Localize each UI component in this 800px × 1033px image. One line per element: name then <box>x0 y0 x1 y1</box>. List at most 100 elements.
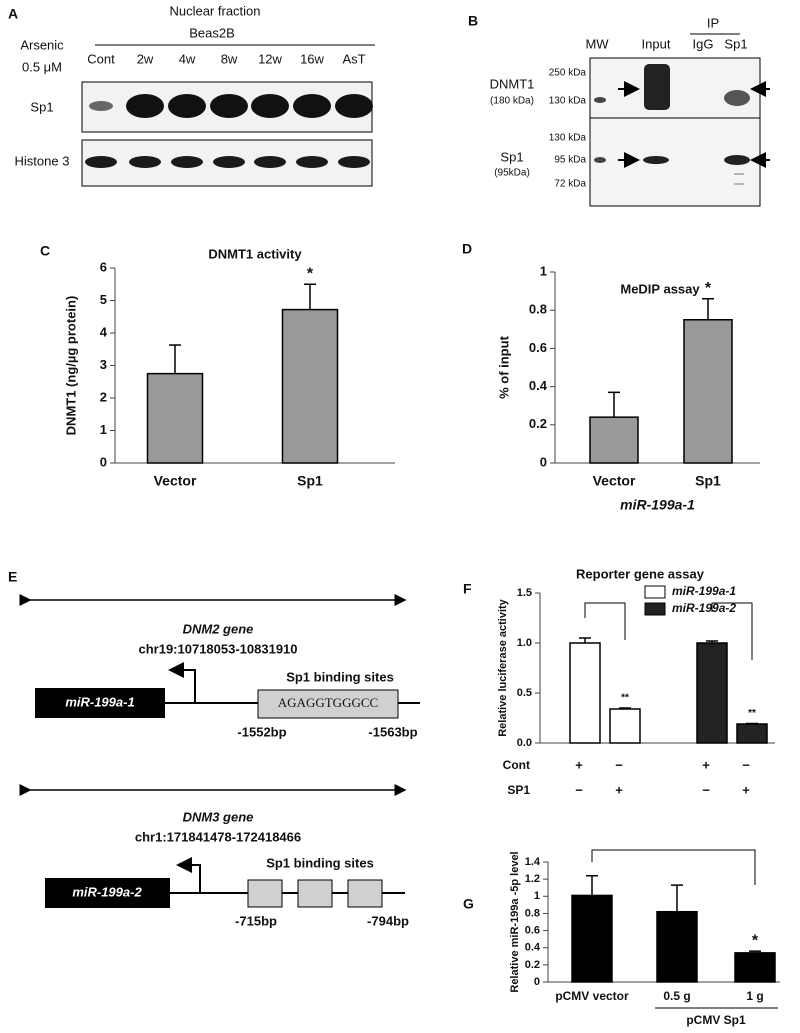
bar <box>683 319 733 464</box>
lane-label: Input <box>642 36 671 51</box>
panel-letter: D <box>462 241 472 257</box>
condition-name: SP1 <box>507 783 530 797</box>
lane-label: IgG <box>693 36 714 51</box>
y-tick-label: 0.6 <box>525 924 540 936</box>
protein-label: Sp1 <box>500 149 523 164</box>
y-tick-label: 1 <box>540 263 547 278</box>
mirna-label: miR-199a-2 <box>72 884 142 899</box>
blot-box <box>589 57 761 119</box>
y-tick-label: 0 <box>540 454 547 469</box>
position-label: -1563bp <box>368 724 417 739</box>
y-tick-label: 1.0 <box>517 637 532 649</box>
site-box <box>257 689 399 719</box>
y-tick-label: 2 <box>100 389 107 404</box>
bar <box>736 723 768 744</box>
significance: * <box>752 932 759 949</box>
band <box>724 155 750 165</box>
panel-letter: F <box>463 581 472 597</box>
band <box>126 94 164 118</box>
condition-mark: − <box>742 757 750 772</box>
band <box>85 156 117 168</box>
y-tick-label: 0.2 <box>529 416 547 431</box>
y-tick-label: 1.5 <box>517 587 532 599</box>
locus: chr19:10718053-10831910 <box>138 641 297 656</box>
condition-name: Cont <box>503 758 530 772</box>
band <box>129 156 161 168</box>
y-axis-label: % of input <box>496 335 511 398</box>
panel-letter: A <box>8 6 18 22</box>
panel-letter: E <box>8 569 17 585</box>
row-label: Histone 3 <box>15 153 70 168</box>
band <box>293 94 331 118</box>
bar <box>571 894 613 983</box>
band <box>594 157 606 163</box>
comparison-bracket <box>584 602 626 640</box>
band <box>644 64 670 110</box>
legend-swatch <box>644 585 666 599</box>
y-tick-label: 0.6 <box>529 340 547 355</box>
marker-label: 95 kDa <box>554 155 586 166</box>
x-axis-label: miR-199a-1 <box>620 497 695 513</box>
y-tick-label: 4 <box>100 324 108 339</box>
band <box>296 156 328 168</box>
marker-label: 130 kDa <box>549 133 587 144</box>
locus: chr1:171841478-172418466 <box>135 829 301 844</box>
band <box>338 156 370 168</box>
panel-letter: C <box>40 243 50 259</box>
x-tick-label: Vector <box>593 473 636 489</box>
y-tick-label: 1 <box>534 890 540 902</box>
band <box>168 94 206 118</box>
gene-name: DNM3 gene <box>183 809 254 824</box>
significance: * <box>307 265 314 282</box>
treatment-label: Arsenic <box>20 37 64 52</box>
legend-label: miR-199a-1 <box>672 584 736 598</box>
dose-label: 0.5 μM <box>22 59 62 74</box>
size-label: (95kDa) <box>494 168 530 179</box>
gene-name: DNM2 gene <box>183 621 254 636</box>
marker-label: 130 kDa <box>549 96 587 107</box>
y-tick-label: 1 <box>100 422 107 437</box>
band <box>335 94 373 118</box>
significance: * <box>705 280 712 297</box>
bar <box>146 372 204 464</box>
condition-mark: − <box>615 757 623 772</box>
y-tick-label: 5 <box>100 292 107 307</box>
y-tick-label: 1.2 <box>525 873 540 885</box>
position-label: -794bp <box>367 913 409 928</box>
protein-label: DNMT1 <box>490 76 535 91</box>
x-tick-label: Sp1 <box>297 473 323 489</box>
position-label: -1552bp <box>237 724 286 739</box>
x-tick-label: 0.5 g <box>663 989 690 1003</box>
band <box>251 94 289 118</box>
band <box>724 90 750 106</box>
panel-letter: G <box>463 896 474 912</box>
lane-label: 2w <box>137 51 154 66</box>
condition-mark: + <box>575 757 583 772</box>
band <box>643 156 669 164</box>
y-axis-label: Relative luciferase activity <box>497 598 509 736</box>
band <box>210 94 248 118</box>
lane-label: 12w <box>258 51 282 66</box>
sequence: AGAGGTGGGCC <box>278 695 378 710</box>
size-label: (180 kDa) <box>490 96 534 107</box>
y-tick-label: 1.4 <box>525 856 541 868</box>
significance: ** <box>621 693 629 704</box>
y-tick-label: 3 <box>100 357 107 372</box>
lane-label: AsT <box>342 51 365 66</box>
comparison-bracket <box>711 602 753 660</box>
mirna-box <box>35 688 165 718</box>
mirna-label: miR-199a-1 <box>65 694 134 709</box>
condition-mark: + <box>742 782 750 797</box>
bar <box>696 642 728 744</box>
lane-label: Sp1 <box>724 36 747 51</box>
bar <box>569 642 601 744</box>
condition-mark: + <box>615 782 623 797</box>
lane-label: Cont <box>87 51 115 66</box>
x-tick-label: Vector <box>154 473 197 489</box>
ip-label: IP <box>707 15 719 30</box>
bar <box>281 308 339 464</box>
x-tick-label: 1 g <box>746 989 763 1003</box>
legend-label: miR-199a-2 <box>672 601 736 615</box>
bar <box>656 910 698 983</box>
tss-arrow <box>176 857 201 893</box>
